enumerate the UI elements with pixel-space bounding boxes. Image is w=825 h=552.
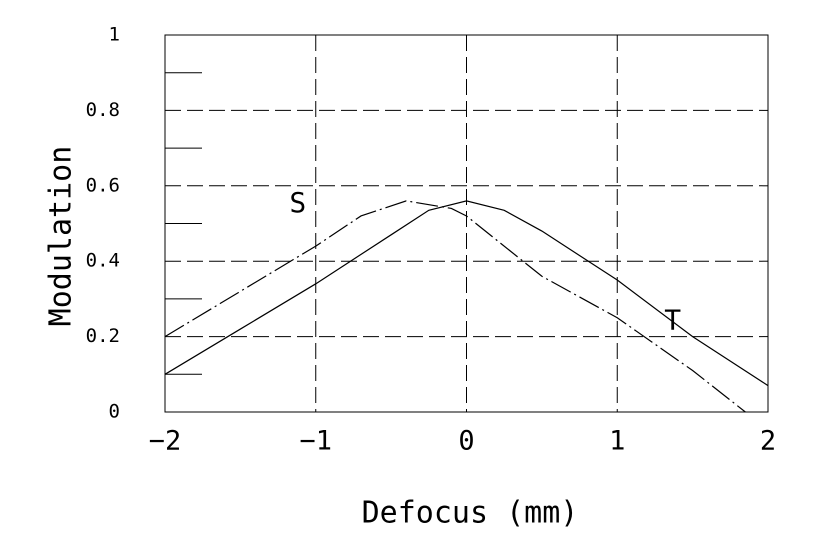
x-tick-label: −1 — [299, 426, 332, 457]
series-line — [164, 200, 769, 387]
y-tick-label: 0.6 — [86, 174, 120, 196]
series-line — [164, 200, 746, 413]
series-label: S — [289, 186, 306, 219]
y-axis-label: Modulation — [44, 146, 79, 327]
y-tick-label: 1 — [109, 24, 120, 46]
x-tick-label: 0 — [458, 426, 474, 457]
y-tick-label: 0.2 — [86, 325, 120, 347]
x-axis-label: Defocus (mm) — [362, 496, 579, 531]
series-label: T — [664, 304, 681, 337]
x-tick-label: −2 — [149, 426, 182, 457]
plot-frame — [164, 34, 769, 413]
y-tick-label: 0.4 — [86, 250, 120, 272]
y-tick-label: 0 — [109, 401, 120, 423]
x-tick-label: 2 — [760, 426, 776, 457]
x-tick-label: 1 — [609, 426, 625, 457]
y-tick-label: 0.8 — [86, 99, 120, 121]
